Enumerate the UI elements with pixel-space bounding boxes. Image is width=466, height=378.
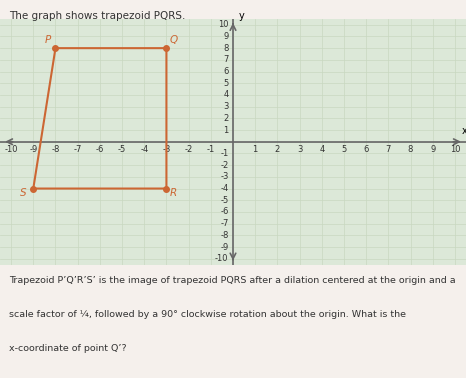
Text: y: y: [239, 11, 244, 21]
Text: -2: -2: [220, 161, 228, 170]
Text: 2: 2: [275, 145, 280, 154]
Text: -3: -3: [220, 172, 228, 181]
Text: -8: -8: [51, 145, 60, 154]
Text: 3: 3: [297, 145, 302, 154]
Text: P: P: [44, 36, 51, 45]
Text: 1: 1: [253, 145, 258, 154]
Text: -9: -9: [220, 243, 228, 251]
Text: -1: -1: [207, 145, 215, 154]
Text: -1: -1: [220, 149, 228, 158]
Text: x-coordinate of point Q’?: x-coordinate of point Q’?: [9, 344, 127, 353]
Text: -5: -5: [220, 196, 228, 205]
Text: scale factor of ¼, followed by a 90° clockwise rotation about the origin. What i: scale factor of ¼, followed by a 90° clo…: [9, 310, 406, 319]
Text: 8: 8: [223, 43, 228, 53]
Text: 5: 5: [341, 145, 347, 154]
Text: 6: 6: [223, 67, 228, 76]
Text: 1: 1: [223, 125, 228, 135]
Text: -7: -7: [74, 145, 82, 154]
Text: 2: 2: [223, 114, 228, 123]
Text: 4: 4: [223, 90, 228, 99]
Text: Q: Q: [170, 36, 178, 45]
Text: 9: 9: [223, 32, 228, 41]
Text: 10: 10: [218, 20, 228, 29]
Text: 7: 7: [223, 55, 228, 64]
Text: -7: -7: [220, 219, 228, 228]
Text: -2: -2: [185, 145, 193, 154]
Text: Trapezoid P’Q’R’S’ is the image of trapezoid PQRS after a dilation centered at t: Trapezoid P’Q’R’S’ is the image of trape…: [9, 276, 456, 285]
Text: -9: -9: [29, 145, 37, 154]
Text: 5: 5: [223, 79, 228, 88]
Text: R: R: [170, 187, 177, 198]
Text: -8: -8: [220, 231, 228, 240]
Text: x: x: [461, 126, 466, 136]
Text: -6: -6: [96, 145, 104, 154]
Text: -10: -10: [215, 254, 228, 263]
Text: -4: -4: [140, 145, 148, 154]
Text: 10: 10: [450, 145, 460, 154]
Text: -3: -3: [162, 145, 171, 154]
Text: 8: 8: [408, 145, 413, 154]
Text: 7: 7: [386, 145, 391, 154]
Text: -5: -5: [118, 145, 126, 154]
Text: 4: 4: [319, 145, 324, 154]
Text: 9: 9: [430, 145, 435, 154]
Text: The graph shows trapezoid PQRS.: The graph shows trapezoid PQRS.: [9, 11, 185, 21]
Text: S: S: [20, 187, 27, 198]
Text: -4: -4: [220, 184, 228, 193]
Text: -10: -10: [4, 145, 18, 154]
Text: 6: 6: [363, 145, 369, 154]
Text: 3: 3: [223, 102, 228, 111]
Text: -6: -6: [220, 208, 228, 217]
